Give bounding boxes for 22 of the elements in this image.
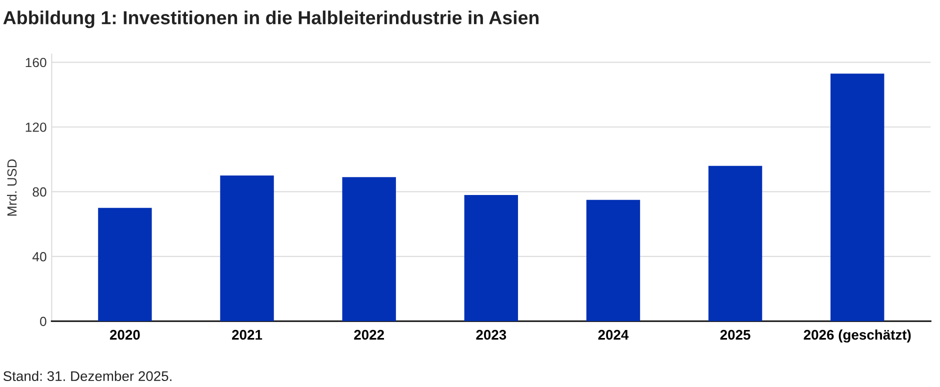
bar xyxy=(830,74,884,322)
x-tick-label: 2021 xyxy=(232,330,262,340)
bar xyxy=(220,176,274,322)
text: Stand: 31. Dezember 2025. xyxy=(3,370,172,382)
y-tick-label: 160 xyxy=(26,58,46,68)
y-tick-label: 120 xyxy=(26,122,46,132)
x-tick-label: 2026 (geschätzt) xyxy=(804,330,911,343)
y-tick-label: 40 xyxy=(32,252,46,262)
y-tick-label: 0 xyxy=(40,316,46,326)
bar xyxy=(708,166,762,322)
bar xyxy=(98,208,152,322)
bar xyxy=(586,200,640,322)
x-tick-label: 2025 xyxy=(720,330,750,340)
bar xyxy=(342,177,396,322)
x-tick-label: 2022 xyxy=(354,330,384,340)
y-tick-label: 80 xyxy=(32,187,46,197)
x-tick-label: 2023 xyxy=(476,330,506,340)
chart-title: Abbildung 1: Investitionen in die Halbleiterindustrie in Asien xyxy=(3,10,539,28)
bar xyxy=(464,194,518,322)
x-tick-label: 2024 xyxy=(598,330,629,340)
y-axis-title: Mrd. USD xyxy=(6,159,17,216)
x-tick-label: 2020 xyxy=(110,330,140,340)
